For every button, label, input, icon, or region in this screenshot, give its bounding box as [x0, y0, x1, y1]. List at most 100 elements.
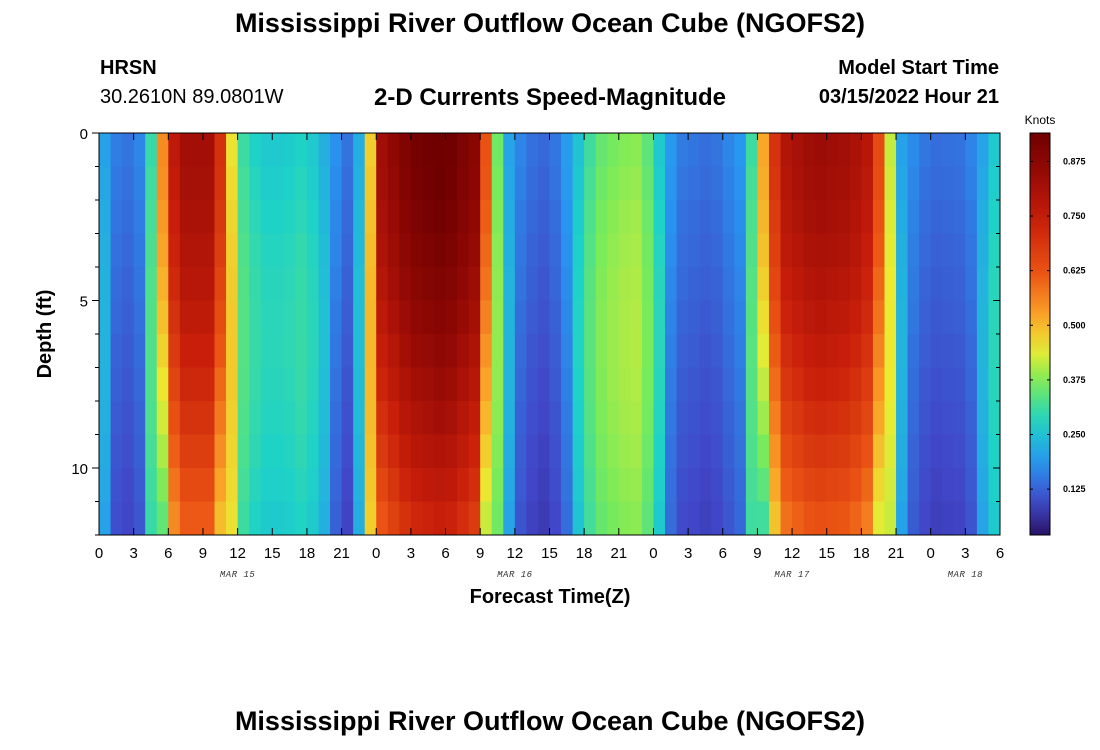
- heatmap-cell: [480, 267, 493, 301]
- heatmap-cell: [364, 501, 377, 536]
- heatmap-cell: [653, 334, 666, 368]
- heatmap-cell: [722, 434, 735, 469]
- heatmap-cell: [930, 501, 943, 536]
- heatmap-cell: [907, 267, 920, 301]
- heatmap-cell: [641, 401, 654, 435]
- heatmap-cell: [826, 267, 839, 301]
- heatmap-cell: [930, 334, 943, 368]
- heatmap-cell: [745, 200, 758, 234]
- heatmap-cell: [976, 401, 989, 435]
- heatmap-cell: [653, 200, 666, 234]
- heatmap-cell: [341, 468, 354, 502]
- heatmap-cell: [122, 468, 135, 502]
- heatmap-cell: [688, 166, 701, 201]
- heatmap-cell: [214, 200, 227, 234]
- heatmap-cell: [711, 434, 724, 469]
- heatmap-cell: [561, 501, 573, 536]
- heatmap-cell: [665, 401, 677, 435]
- x-tick-label: 18: [576, 545, 593, 562]
- heatmap-cell: [491, 300, 504, 335]
- heatmap-cell: [249, 434, 262, 469]
- heatmap-cell: [607, 434, 620, 469]
- heatmap-cell: [341, 367, 354, 402]
- heatmap-cell: [930, 267, 943, 301]
- heatmap-cell: [722, 367, 735, 402]
- heatmap-cell: [295, 200, 308, 234]
- heatmap-cell: [722, 166, 735, 201]
- heatmap-cell: [618, 367, 631, 402]
- heatmap-cell: [641, 233, 654, 268]
- x-tick-label: 15: [818, 545, 835, 562]
- heatmap-cell: [168, 133, 181, 167]
- model-start-label: Model Start Time: [838, 57, 999, 79]
- heatmap-cell: [122, 501, 135, 536]
- heatmap-cell: [410, 300, 423, 335]
- heatmap-cell: [410, 200, 423, 234]
- heatmap-cell: [676, 434, 689, 469]
- heatmap-cell: [549, 133, 562, 167]
- date-label: MAR 17: [774, 570, 810, 580]
- heatmap-cell: [526, 200, 539, 234]
- heatmap-cell: [826, 133, 839, 167]
- heatmap-cell: [110, 267, 123, 301]
- heatmap-cell: [896, 133, 908, 167]
- heatmap-cell: [422, 401, 435, 435]
- heatmap-cell: [607, 166, 620, 201]
- heatmap-cell: [861, 233, 874, 268]
- x-tick-label: 6: [996, 545, 1004, 562]
- heatmap-cell: [480, 166, 493, 201]
- heatmap-cell: [156, 501, 169, 536]
- heatmap-cell: [457, 434, 470, 469]
- heatmap-cell: [445, 468, 458, 502]
- heatmap-cell: [953, 367, 966, 402]
- heatmap-cell: [491, 401, 504, 435]
- heatmap-cell: [283, 334, 296, 368]
- heatmap-cell: [226, 367, 239, 402]
- heatmap-cell: [133, 200, 146, 234]
- heatmap-cell: [630, 233, 643, 268]
- heatmap-cell: [295, 501, 308, 536]
- heatmap-cell: [884, 233, 897, 268]
- heatmap-cell: [341, 334, 354, 368]
- heatmap-cell: [711, 300, 724, 335]
- heatmap-cell: [202, 166, 215, 201]
- heatmap-cell: [872, 166, 885, 201]
- heatmap-cell: [757, 468, 770, 502]
- heatmap-cell: [572, 334, 585, 368]
- heatmap-cell: [537, 267, 550, 301]
- x-tick-label: 0: [927, 545, 935, 562]
- heatmap-cell: [780, 200, 793, 234]
- heatmap-cell: [884, 166, 897, 201]
- heatmap-cell: [815, 166, 828, 201]
- heatmap-cell: [491, 133, 504, 167]
- heatmap-cell: [133, 434, 146, 469]
- heatmap-cell: [191, 200, 204, 234]
- heatmap-cell: [549, 233, 562, 268]
- heatmap-cell: [457, 200, 470, 234]
- heatmap-cell: [237, 334, 250, 368]
- heatmap-cell: [699, 233, 712, 268]
- heatmap-cell: [988, 233, 1001, 268]
- heatmap-cell: [572, 233, 585, 268]
- heatmap-cell: [179, 468, 192, 502]
- heatmap-cell: [99, 501, 111, 536]
- heatmap-cell: [734, 434, 747, 469]
- heatmap-cell: [676, 468, 689, 502]
- y-axis: 0 5 10: [71, 126, 1000, 536]
- heatmap-cell: [849, 133, 862, 167]
- heatmap-cell: [376, 434, 389, 469]
- heatmap-cell: [561, 267, 573, 301]
- heatmap-cell: [872, 501, 885, 536]
- heatmap-cell: [399, 501, 412, 536]
- heatmap-cell: [630, 300, 643, 335]
- heatmap-cell: [826, 367, 839, 402]
- heatmap-cell: [433, 434, 446, 469]
- heatmap-cell: [457, 367, 470, 402]
- heatmap-cell: [618, 468, 631, 502]
- x-tick-label: 3: [961, 545, 969, 562]
- heatmap-cell: [318, 367, 331, 402]
- heatmap-cell: [722, 501, 735, 536]
- heatmap-cell: [260, 334, 273, 368]
- heatmap-cell: [549, 267, 562, 301]
- heatmap-cell: [826, 300, 839, 335]
